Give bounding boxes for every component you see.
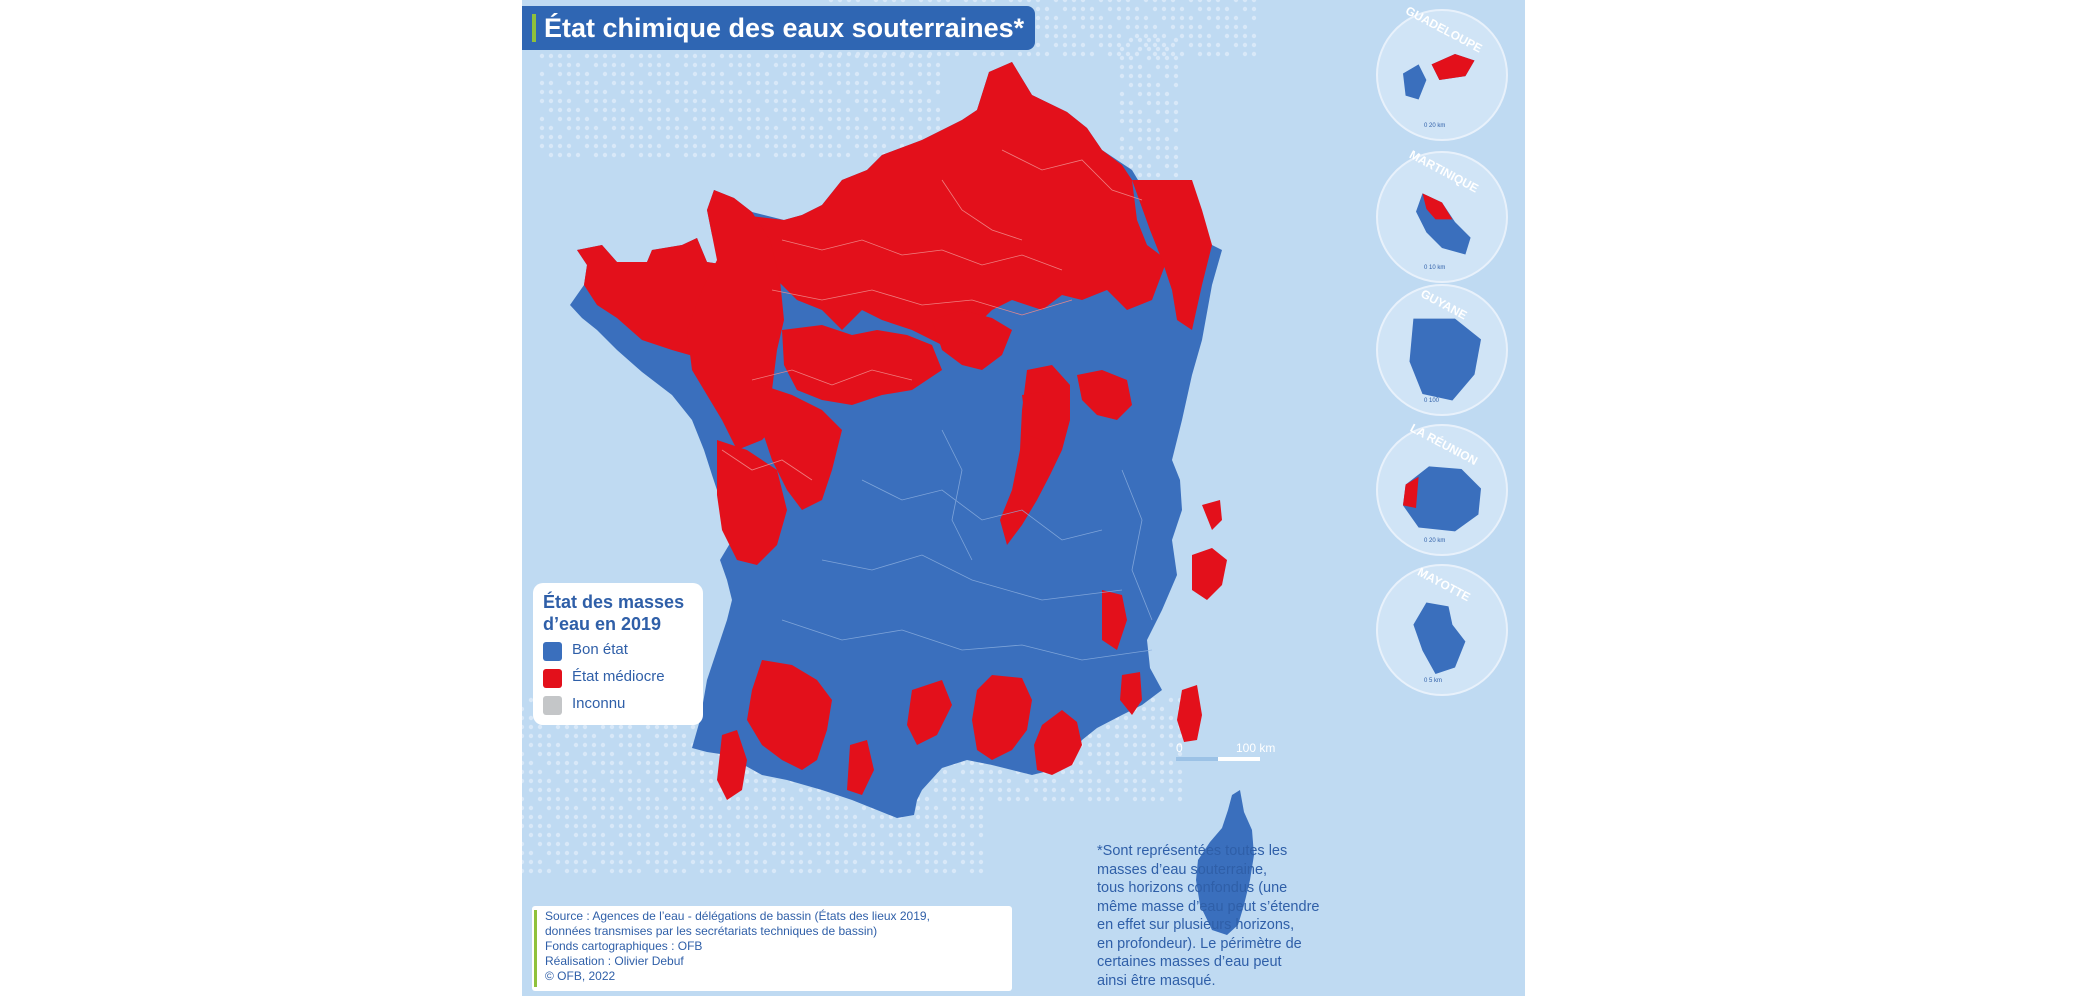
source-box: Source : Agences de l’eau - délégations … (532, 906, 1012, 991)
inset-scale-label: 0 20 km (1424, 538, 1445, 544)
legend-label-poor: État médiocre (572, 668, 665, 685)
map-title-box: État chimique des eaux souterraines* (522, 6, 1035, 50)
footnote-line: *Sont représentées toutes les (1097, 843, 1288, 859)
legend-swatch-good (543, 642, 562, 661)
inset-scale-label: 0 5 km (1424, 678, 1442, 684)
map-frame: GUADELOUPE 0 20 km MARTINIQUE 0 10 km GUYANE… (522, 0, 1525, 996)
source-line: © OFB, 2022 (545, 969, 616, 983)
inset-territory-shape (1403, 466, 1481, 532)
water-body-boundaries (721, 149, 1143, 481)
source-line: Fonds cartographiques : OFB (545, 939, 703, 953)
poor-status-areas (577, 62, 1227, 800)
inset-territory-shape (1409, 318, 1481, 401)
source-line: Source : Agences de l’eau - délégations … (545, 909, 930, 923)
legend: État des masses d’eau en 2019 Bon état É… (533, 583, 703, 725)
inset-scale-label: 0 100 (1424, 398, 1440, 404)
inset-territory-shape (1413, 602, 1466, 674)
inset-poor-area (1431, 54, 1475, 80)
legend-label-unknown: Inconnu (572, 695, 626, 712)
legend-swatch-poor (543, 669, 562, 688)
title-accent-bar (532, 14, 536, 42)
inset-poor-area (1422, 193, 1453, 220)
legend-title: État des masses d’eau en 2019 (543, 592, 685, 634)
footnote-line: ainsi être masqué. (1097, 972, 1216, 989)
scale-end-label: 100 km (1236, 741, 1276, 755)
inset-poor-area (1403, 476, 1419, 508)
inset-scale-label: 0 10 km (1424, 265, 1445, 271)
legend-label-good: Bon état (572, 641, 628, 658)
corsica (1196, 790, 1254, 935)
legend-swatch-unknown (543, 696, 562, 715)
footnote-line: masses d’eau souterraine, (1097, 861, 1268, 878)
source-line: données transmises par les secrétariats … (545, 924, 878, 938)
blue-boundaries (781, 429, 1153, 661)
footnote: *Sont représentées toutes les masses d’e… (1097, 842, 1377, 990)
footnote-line: même masse d’eau peut s’étendre (1097, 898, 1320, 915)
inset-scale-label: 0 20 km (1424, 123, 1445, 129)
map-title: État chimique des eaux souterraines* (544, 13, 1025, 43)
footnote-line: certaines masses d’eau peut (1097, 954, 1282, 970)
source-accent-bar (534, 910, 537, 987)
footnote-line: en effet sur plusieurs horizons, (1097, 917, 1295, 933)
source-line: Réalisation : Olivier Debuf (545, 954, 684, 968)
scale-bar (1176, 757, 1260, 761)
scale-start-label: 0 (1176, 741, 1183, 755)
footnote-line: tous horizons confondus (une (1097, 880, 1288, 896)
footnote-line: en profondeur). Le périmètre de (1097, 935, 1302, 952)
